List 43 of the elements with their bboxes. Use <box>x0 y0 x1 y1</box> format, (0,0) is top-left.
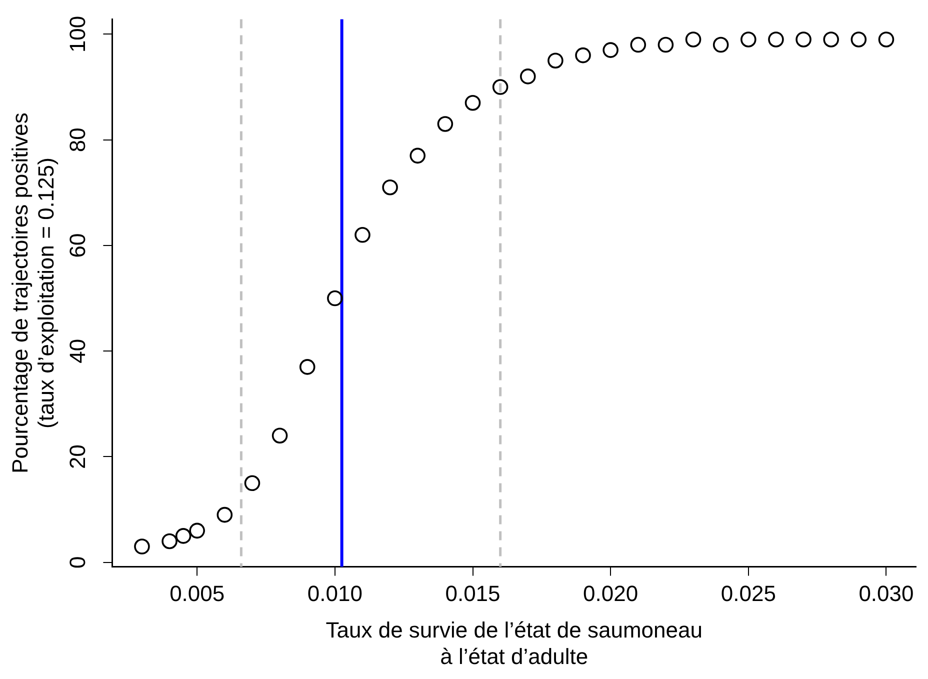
point <box>410 148 426 164</box>
point <box>630 36 646 53</box>
point <box>796 32 812 48</box>
y-tick-label: 40 <box>64 338 90 364</box>
point <box>299 359 316 375</box>
point <box>162 533 178 550</box>
point <box>768 32 784 48</box>
point <box>327 290 343 306</box>
point <box>464 94 481 111</box>
y-tick-label: 100 <box>64 16 90 53</box>
point <box>548 52 564 69</box>
point <box>520 68 536 84</box>
point <box>685 32 702 48</box>
x-tick-label: 0.005 <box>170 581 225 606</box>
x-tick-label: 0.025 <box>720 581 776 606</box>
point <box>272 428 288 444</box>
y-axis-title: Pourcentage de trajectoires positives (taux d’exploitation = 0.125) <box>7 112 59 474</box>
x-tick-label: 0.020 <box>583 581 638 606</box>
point <box>134 538 150 554</box>
y-tick-label: 20 <box>64 444 90 469</box>
point <box>602 42 618 58</box>
x-tick-label: 0.015 <box>445 581 500 606</box>
point <box>740 32 756 48</box>
point <box>216 506 233 523</box>
point <box>354 227 370 243</box>
point <box>492 79 508 95</box>
point <box>850 32 867 48</box>
y-tick-label: 0 <box>64 556 90 568</box>
point <box>878 32 894 48</box>
point <box>658 36 674 53</box>
point <box>823 32 839 48</box>
point <box>575 47 591 64</box>
x-tick-label: 0.010 <box>307 581 362 606</box>
y-tick-label: 80 <box>64 128 90 152</box>
point <box>244 475 260 492</box>
point <box>712 36 729 53</box>
x-tick-label: 0.030 <box>858 581 914 606</box>
x-axis-title: Taux de survie de l’état de saumoneau à l’état d’adulte <box>326 617 702 669</box>
point <box>437 116 454 132</box>
point <box>382 179 398 196</box>
y-tick-label: 60 <box>64 233 90 258</box>
point <box>175 528 192 544</box>
point <box>189 522 205 539</box>
